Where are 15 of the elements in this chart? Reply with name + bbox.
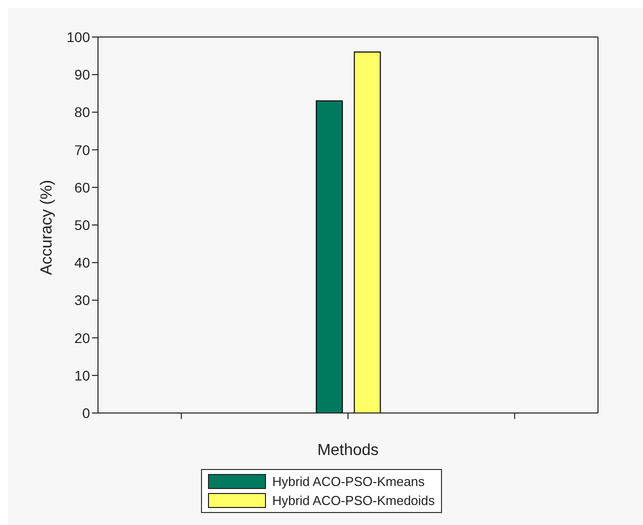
y-tick-label: 90 [74,66,90,83]
y-tick-label: 100 [66,28,90,45]
y-tick-label: 60 [74,179,90,196]
y-tick-label: 70 [74,142,90,158]
y-tick-label: 40 [74,254,90,271]
x-axis-title: Methods [317,442,379,459]
y-tick-label: 30 [74,292,90,308]
y-axis-title: Accuracy (%) [38,180,56,275]
y-tick-label: 0 [82,404,90,421]
y-tick-label: 80 [74,104,90,120]
legend-label: Hybrid ACO-PSO-Kmeans [272,473,425,491]
legend-label: Hybrid ACO-PSO-Kmedoids [272,492,435,510]
y-tick-label: 50 [74,216,90,233]
y-tick-label: 10 [74,367,90,384]
y-tick-label: 20 [74,330,90,346]
